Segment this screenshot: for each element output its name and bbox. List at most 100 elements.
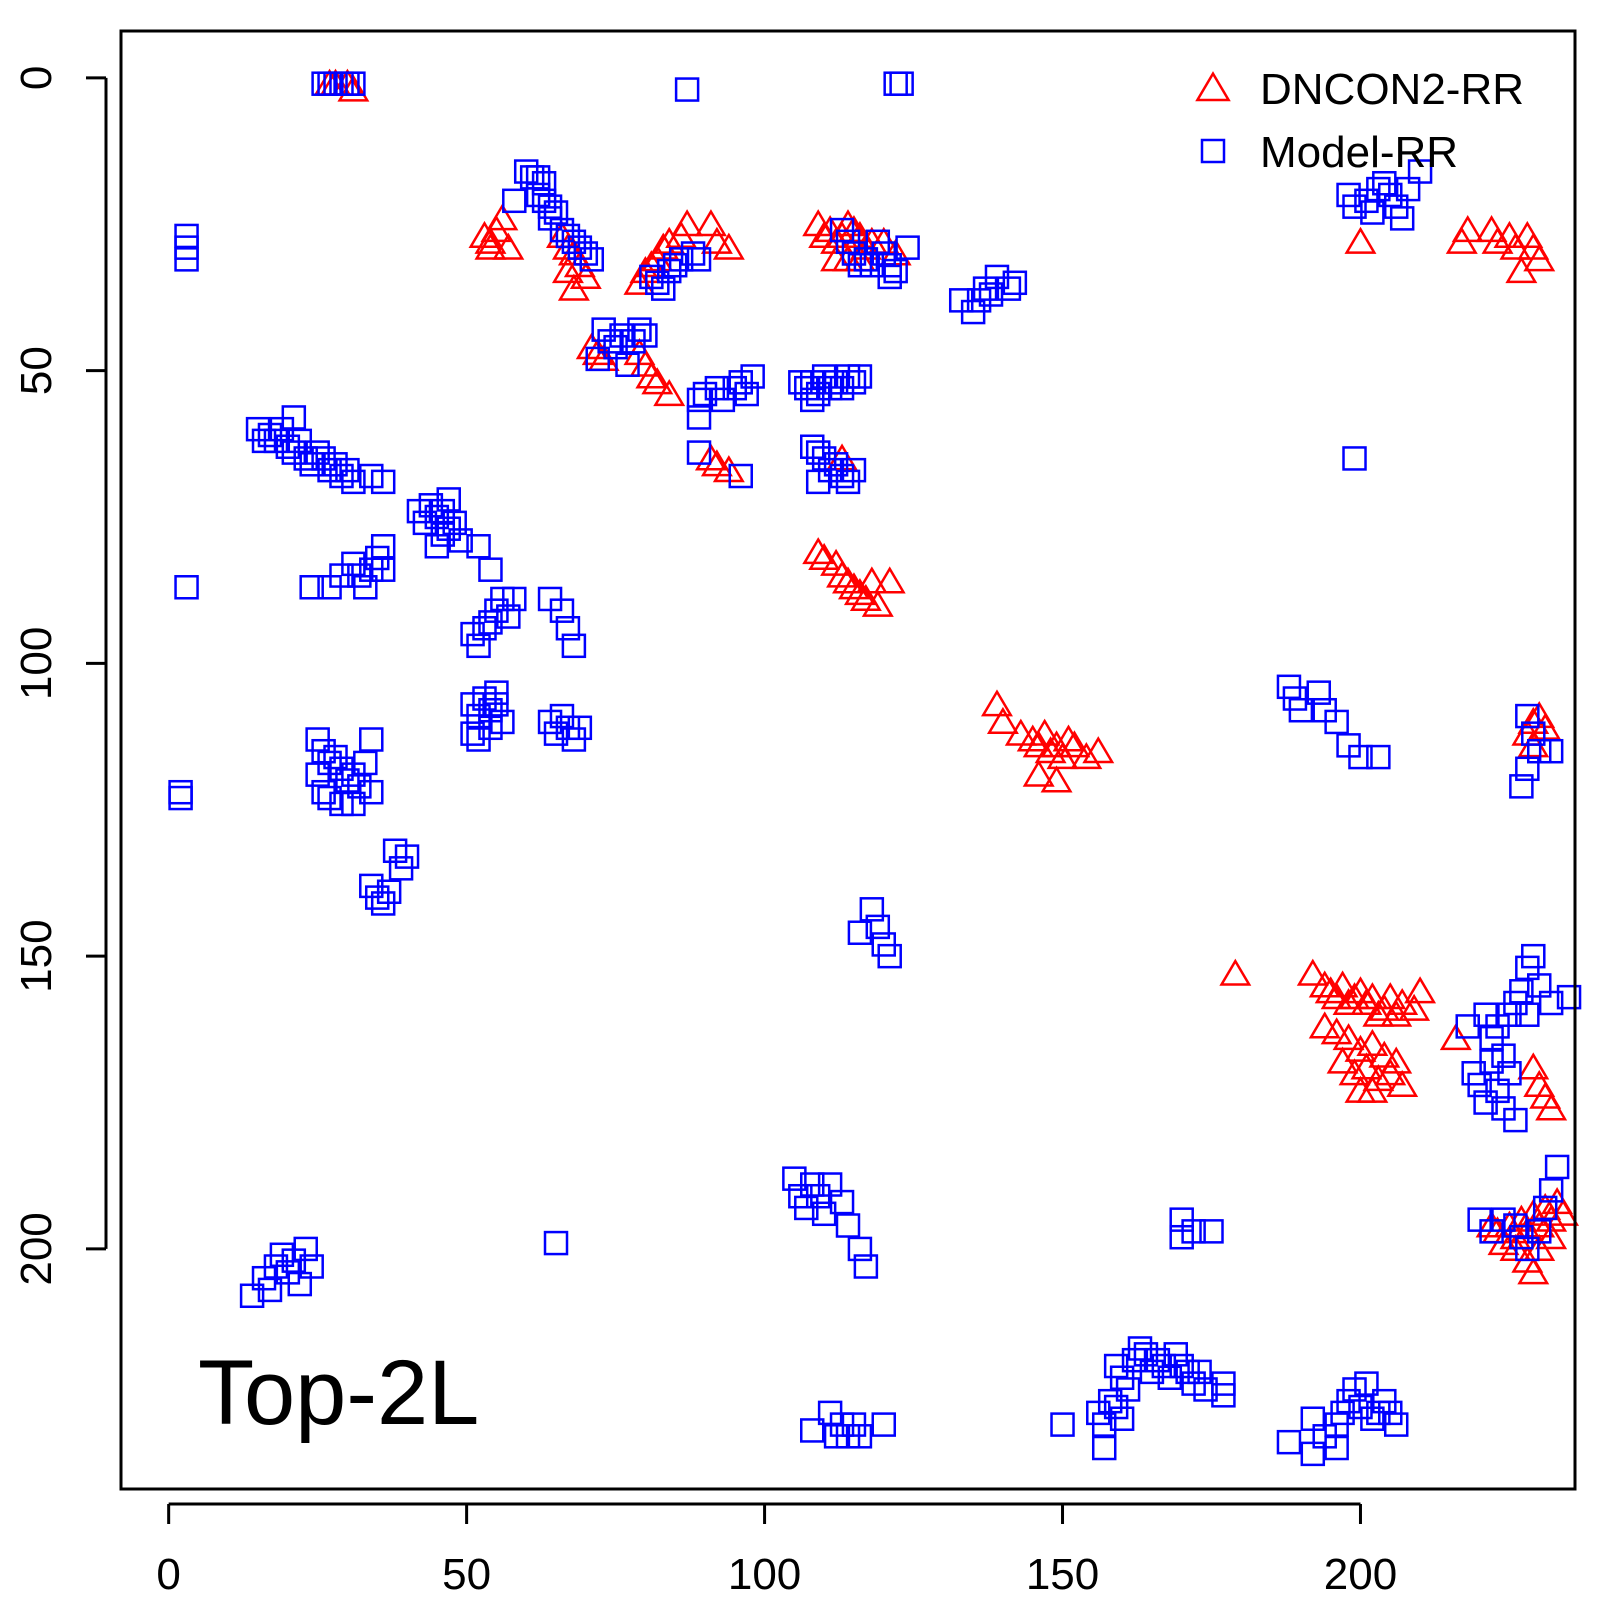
data-point <box>1475 1210 1508 1238</box>
data-point <box>496 604 521 629</box>
data-point <box>525 165 551 190</box>
data-point <box>653 378 686 407</box>
data-point <box>1404 976 1437 1004</box>
data-point <box>168 779 193 805</box>
data-point <box>1532 1195 1558 1221</box>
data-point <box>359 727 384 752</box>
data-point <box>686 247 712 272</box>
data-point <box>281 405 307 430</box>
legend-label: Model-RR <box>1260 128 1458 177</box>
data-point <box>466 534 491 559</box>
data-point <box>1199 1219 1224 1244</box>
data-point <box>1368 1040 1401 1068</box>
data-point <box>1467 1072 1492 1098</box>
data-point <box>1300 1441 1326 1467</box>
data-point <box>1526 1219 1552 1244</box>
data-point <box>1374 1058 1407 1086</box>
data-point <box>641 367 674 395</box>
data-point <box>1354 1371 1379 1396</box>
data-point <box>802 537 835 565</box>
data-point <box>889 71 914 96</box>
data-point <box>1050 1412 1075 1437</box>
data-point <box>686 440 712 465</box>
data-point <box>651 276 676 301</box>
data-point <box>492 232 525 260</box>
data-point <box>873 566 906 594</box>
data-point <box>1538 738 1564 764</box>
data-point <box>1344 226 1377 254</box>
data-point <box>1169 1224 1194 1250</box>
data-point <box>353 575 378 600</box>
data-point <box>474 232 507 260</box>
data-point <box>1193 1377 1218 1402</box>
data-point <box>484 680 509 705</box>
data-point <box>1515 703 1540 729</box>
plot-frame <box>119 29 1577 1491</box>
y-tick-label: 150 <box>12 919 61 992</box>
data-point <box>1058 730 1091 758</box>
data-point <box>1306 680 1332 705</box>
data-point <box>1296 958 1329 986</box>
data-point <box>826 560 859 588</box>
data-point <box>1350 1052 1383 1080</box>
data-point <box>1308 1011 1341 1039</box>
data-point <box>1386 1069 1419 1098</box>
data-point <box>855 566 888 594</box>
data-point <box>1109 1406 1135 1431</box>
data-point <box>1350 987 1383 1016</box>
data-point <box>305 762 330 787</box>
data-point <box>1398 993 1431 1021</box>
x-tick-label: 0 <box>156 1550 180 1599</box>
data-point <box>1070 742 1103 770</box>
series-model-rr <box>168 71 1582 1467</box>
data-point <box>1028 718 1061 746</box>
x-tick-label: 100 <box>728 1550 801 1599</box>
data-point <box>871 1412 897 1437</box>
data-point <box>1360 200 1385 225</box>
data-point <box>782 1166 807 1191</box>
data-point <box>1515 1002 1540 1027</box>
data-point <box>1374 982 1407 1010</box>
data-point <box>478 715 503 741</box>
data-point <box>1320 1017 1353 1045</box>
data-point <box>502 586 527 612</box>
data-point <box>1383 1412 1409 1437</box>
data-point <box>1544 1154 1570 1180</box>
data-point <box>615 352 640 378</box>
data-point <box>551 256 584 284</box>
data-point <box>980 689 1013 717</box>
data-point <box>486 203 519 231</box>
data-point <box>567 715 593 741</box>
data-point <box>1362 999 1395 1027</box>
data-point <box>341 469 366 495</box>
data-point <box>1348 744 1373 770</box>
data-point <box>841 370 867 395</box>
data-point <box>1481 226 1514 254</box>
data-point <box>847 920 873 945</box>
data-point <box>1497 1061 1522 1086</box>
data-point <box>1326 1046 1359 1074</box>
data-point <box>627 317 652 342</box>
data-point <box>1324 1435 1349 1461</box>
x-tick-label: 150 <box>1026 1550 1099 1599</box>
data-point <box>585 346 610 372</box>
data-point <box>168 785 193 811</box>
data-point <box>341 791 366 817</box>
data-point <box>1052 724 1085 752</box>
data-point <box>1455 1014 1480 1039</box>
data-point <box>370 469 396 495</box>
data-point <box>1324 709 1349 735</box>
data-point <box>1016 724 1049 752</box>
data-point <box>1040 765 1073 793</box>
data-point <box>1308 970 1341 998</box>
data-point <box>700 226 733 254</box>
points-layer <box>168 68 1582 1467</box>
data-point <box>561 633 587 659</box>
data-point <box>1366 744 1391 770</box>
data-point <box>1509 774 1534 799</box>
data-point <box>1538 1178 1564 1203</box>
data-point <box>841 457 867 483</box>
data-point <box>1523 244 1556 272</box>
data-point <box>549 598 575 623</box>
